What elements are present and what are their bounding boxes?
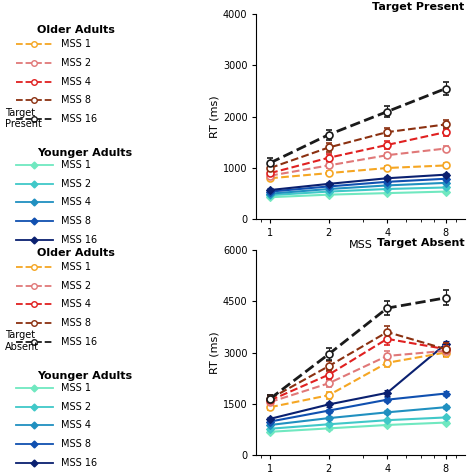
Text: MSS 8: MSS 8 xyxy=(62,318,91,328)
Text: MSS 1: MSS 1 xyxy=(62,39,91,49)
Text: Younger Adults: Younger Adults xyxy=(37,148,133,158)
Text: Older Adults: Older Adults xyxy=(37,25,115,35)
Text: MSS 4: MSS 4 xyxy=(62,198,91,208)
Y-axis label: RT (ms): RT (ms) xyxy=(210,95,220,138)
Text: MSS 8: MSS 8 xyxy=(62,95,91,105)
Text: MSS 4: MSS 4 xyxy=(62,299,91,310)
Text: Younger Adults: Younger Adults xyxy=(37,371,133,381)
Text: MSS 4: MSS 4 xyxy=(62,420,91,430)
Text: Older Adults: Older Adults xyxy=(37,248,115,258)
Text: MSS 2: MSS 2 xyxy=(62,179,91,189)
Text: MSS 1: MSS 1 xyxy=(62,262,91,272)
Text: Target Present: Target Present xyxy=(372,2,465,12)
Text: MSS 2: MSS 2 xyxy=(62,401,91,411)
Text: Target
Absent: Target Absent xyxy=(5,330,39,352)
Text: MSS 1: MSS 1 xyxy=(62,383,91,393)
Text: MSS 1: MSS 1 xyxy=(62,160,91,170)
Text: MSS 8: MSS 8 xyxy=(62,216,91,226)
Text: MSS 16: MSS 16 xyxy=(62,458,98,468)
Text: MSS 2: MSS 2 xyxy=(62,281,91,291)
Text: MSS 2: MSS 2 xyxy=(62,58,91,68)
Text: MSS 16: MSS 16 xyxy=(62,235,98,245)
Text: MSS 8: MSS 8 xyxy=(62,439,91,449)
Text: MSS 16: MSS 16 xyxy=(62,114,98,124)
X-axis label: MSS: MSS xyxy=(348,240,373,250)
Text: MSS 16: MSS 16 xyxy=(62,337,98,347)
Text: MSS 4: MSS 4 xyxy=(62,76,91,87)
Text: Target
Present: Target Present xyxy=(5,108,42,129)
Text: Target Absent: Target Absent xyxy=(377,238,465,248)
Y-axis label: RT (ms): RT (ms) xyxy=(210,331,220,374)
